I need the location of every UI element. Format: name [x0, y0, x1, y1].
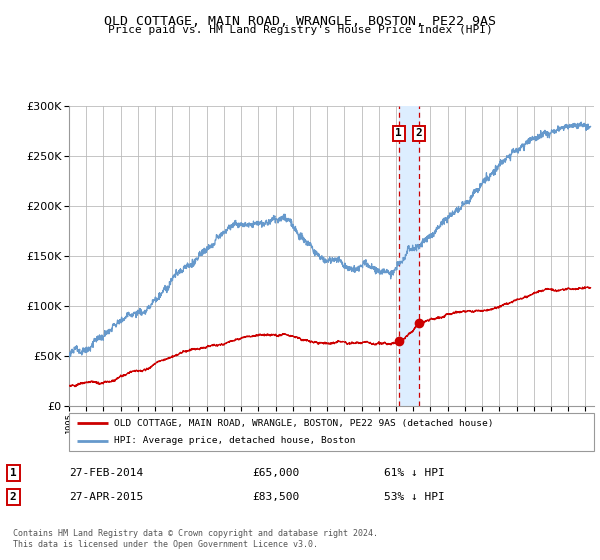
FancyBboxPatch shape: [69, 413, 594, 451]
Text: £65,000: £65,000: [252, 468, 299, 478]
Text: 27-APR-2015: 27-APR-2015: [69, 492, 143, 502]
Text: 27-FEB-2014: 27-FEB-2014: [69, 468, 143, 478]
Text: 61% ↓ HPI: 61% ↓ HPI: [384, 468, 445, 478]
Text: 1: 1: [10, 468, 17, 478]
Text: 53% ↓ HPI: 53% ↓ HPI: [384, 492, 445, 502]
Text: 2: 2: [416, 128, 422, 138]
Text: Contains HM Land Registry data © Crown copyright and database right 2024.
This d: Contains HM Land Registry data © Crown c…: [13, 529, 378, 549]
Text: Price paid vs. HM Land Registry's House Price Index (HPI): Price paid vs. HM Land Registry's House …: [107, 25, 493, 35]
Bar: [399, 106, 419, 406]
Text: £83,500: £83,500: [252, 492, 299, 502]
Text: OLD COTTAGE, MAIN ROAD, WRANGLE, BOSTON, PE22 9AS (detached house): OLD COTTAGE, MAIN ROAD, WRANGLE, BOSTON,…: [113, 418, 493, 427]
Text: OLD COTTAGE, MAIN ROAD, WRANGLE, BOSTON, PE22 9AS: OLD COTTAGE, MAIN ROAD, WRANGLE, BOSTON,…: [104, 15, 496, 27]
Text: 2: 2: [10, 492, 17, 502]
Text: HPI: Average price, detached house, Boston: HPI: Average price, detached house, Bost…: [113, 436, 355, 445]
Text: 1: 1: [395, 128, 402, 138]
